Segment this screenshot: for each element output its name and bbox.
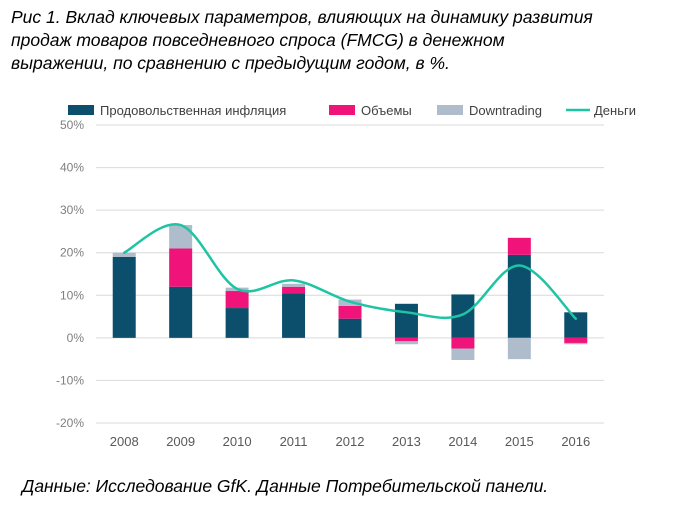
legend-item-money: Деньги [566,103,636,118]
chart-title: Рис 1. Вклад ключевых параметров, влияющ… [11,6,691,75]
bar-volume-2010 [225,291,249,309]
x-tick-label: 2008 [110,434,139,449]
legend-item-inflation: Продовольственная инфляция [68,103,286,118]
bar-downtrading-2011 [282,283,306,287]
y-tick-label: 40% [60,161,84,175]
legend-swatch [68,105,94,115]
y-tick-label: 50% [60,118,84,132]
legend-label: Продовольственная инфляция [100,103,286,118]
x-axis: 2008 2009 2010 2011 2012 2013 2014 2015 2016 [110,434,590,449]
title-line-1: Рис 1. Вклад ключевых параметров, влияющ… [11,7,593,27]
x-tick-label: 2013 [392,434,421,449]
legend-item-volume: Объемы [329,103,412,118]
x-tick-label: 2009 [166,434,195,449]
y-tick-label: 0% [67,331,85,345]
x-tick-label: 2012 [336,434,365,449]
legend-item-downtrading: Downtrading [437,103,542,118]
money-line [122,223,578,320]
bar-inflation-2011 [282,293,306,338]
bar-downtrading-2013 [394,341,418,345]
bar-volume-2013 [394,337,418,342]
bar-inflation-2013 [394,303,418,338]
money-line-path [122,223,578,320]
y-tick-label: 20% [60,246,84,260]
bar-downtrading-2015 [507,337,531,360]
bars [112,225,588,360]
x-tick-label: 2015 [505,434,534,449]
bar-volume-2014 [451,337,475,349]
bar-volume-2009 [169,248,193,287]
legend: Продовольственная инфляция Объемы Downtrad… [68,103,636,118]
title-line-3: выражении, по сравнению с предыдущим год… [11,53,450,73]
bar-inflation-2012 [338,318,362,338]
x-tick-label: 2016 [561,434,590,449]
bar-inflation-2014 [451,294,475,338]
legend-label: Деньги [594,103,636,118]
y-tick-label: -20% [56,416,84,430]
bar-inflation-2010 [225,308,249,338]
x-tick-label: 2014 [448,434,477,449]
y-tick-label: 10% [60,288,84,302]
bar-volume-2015 [507,237,531,255]
bar-downtrading-2008 [112,252,136,257]
bar-inflation-2016 [564,312,588,338]
legend-swatch [329,105,355,115]
bar-volume-2012 [338,305,362,319]
bar-downtrading-2009 [169,225,193,249]
bar-volume-2011 [282,286,306,294]
bar-inflation-2008 [112,256,136,338]
y-axis: -20% -10% 0% 10% 20% 30% 40% 50% [56,118,84,430]
source-note: Данные: Исследование GfK. Данные Потреби… [22,476,549,496]
legend-label: Downtrading [469,103,542,118]
x-tick-label: 2011 [280,434,308,449]
bar-downtrading-2016 [564,342,588,345]
bar-downtrading-2014 [451,348,475,360]
bar-inflation-2015 [507,254,531,338]
x-tick-label: 2010 [223,434,252,449]
title-line-2: продаж товаров повседневного спроса (FMC… [11,30,505,50]
legend-swatch [437,105,463,115]
y-tick-label: -10% [56,373,84,387]
y-tick-label: 30% [60,203,84,217]
bar-volume-2016 [564,337,588,343]
stacked-bar-chart: Продовольственная инфляция Объемы Downtrad… [56,103,636,449]
legend-label: Объемы [361,103,412,118]
bar-inflation-2009 [169,286,193,338]
